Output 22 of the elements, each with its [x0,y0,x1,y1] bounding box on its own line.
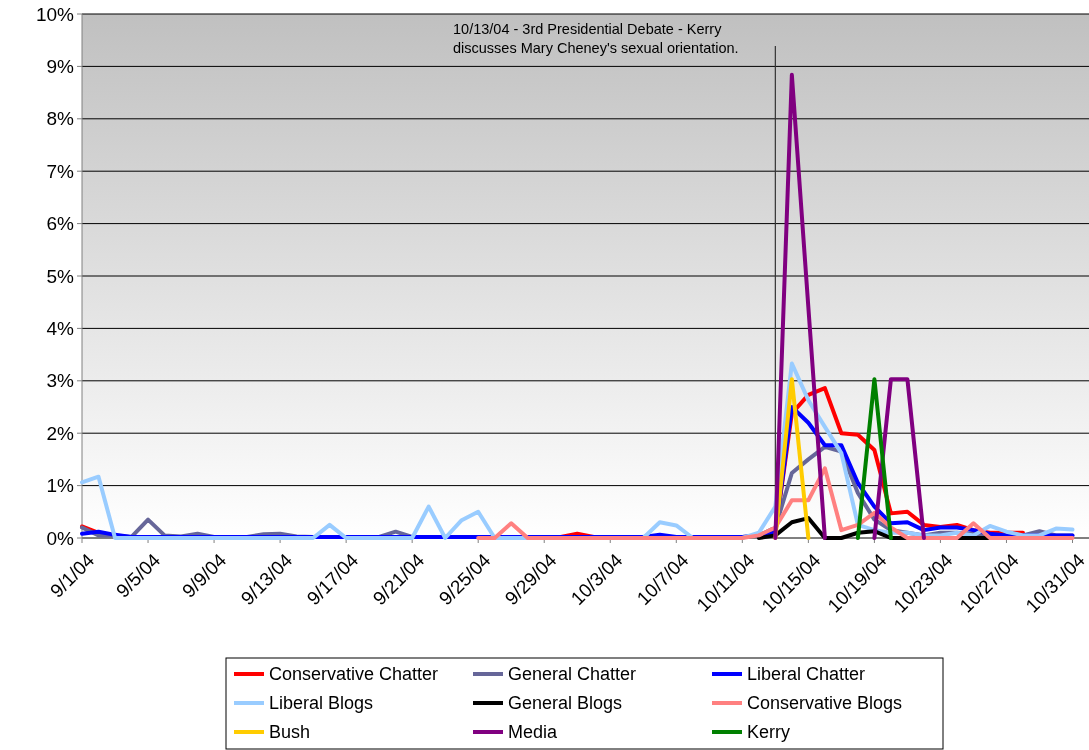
y-tick-label: 6% [46,213,75,235]
legend-label: Liberal Chatter [747,664,866,685]
legend-label: Conservative Blogs [747,693,903,714]
legend-label: General Chatter [508,664,637,685]
y-tick-label: 8% [46,108,75,130]
y-tick-label: 1% [46,475,75,497]
legend-label: Conservative Chatter [269,664,439,685]
y-tick-label: 9% [46,56,75,78]
legend-label: Kerry [747,722,791,743]
legend-label: Bush [269,722,311,743]
y-tick-label: 0% [46,527,75,549]
y-tick-label: 3% [46,370,75,392]
y-tick-label: 4% [46,318,75,340]
legend-label: Liberal Blogs [269,693,374,714]
y-tick-label: 5% [46,265,75,287]
y-tick-label: 2% [46,422,75,444]
legend-label: Media [508,722,559,743]
line-series [476,466,1075,540]
y-tick-label: 7% [46,160,75,182]
ref-line-label: 10/13/04 - 3rd Presidential Debate - Kerry discusses Mary Cheney's sexual orientation. [453,21,739,56]
legend-label: General Blogs [508,693,623,714]
y-tick-label: 10% [35,3,75,25]
